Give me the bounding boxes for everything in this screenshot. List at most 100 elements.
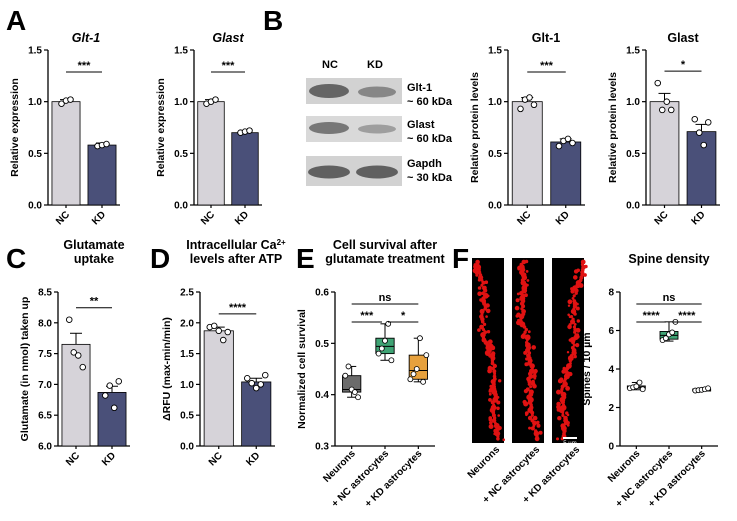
x-tick-label: + KD astrocytes — [646, 448, 708, 510]
data-point — [659, 106, 666, 114]
y-tick-label: 1.5 — [626, 46, 640, 57]
y-tick-label: 0.5 — [174, 149, 188, 160]
data-point — [420, 378, 427, 385]
chart-title: Glt-1 — [72, 31, 101, 45]
x-tick-label: NC — [653, 209, 671, 227]
data-point — [79, 363, 86, 371]
spine — [525, 357, 529, 361]
y-tick-label: 0.3 — [315, 442, 329, 453]
data-point — [526, 94, 533, 101]
spine — [571, 340, 575, 345]
spine — [567, 324, 572, 330]
blot-lane-kd: KD — [367, 59, 383, 71]
spine — [523, 389, 529, 394]
x-tick-label: + NC astrocytes — [614, 448, 676, 510]
bar-nc — [61, 343, 91, 447]
spine — [488, 390, 492, 393]
comparison-label: **** — [678, 310, 696, 322]
data-point — [662, 335, 669, 342]
comparison-label: ns — [379, 292, 392, 304]
y-tick-label: 6 — [608, 326, 614, 337]
spine — [557, 416, 562, 421]
y-tick-label: 0.5 — [315, 339, 329, 350]
y-axis-label: Normalized cell survival — [296, 309, 308, 429]
spine — [573, 354, 577, 359]
spine — [524, 259, 529, 264]
spine — [566, 351, 570, 354]
dendrite-images: 5 µm Neurons + NC astrocytes + KD astroc… — [466, 258, 588, 506]
spine — [573, 323, 577, 326]
spine — [493, 372, 497, 376]
data-point — [668, 106, 675, 114]
blot-size-glt1: ~ 60 kDa — [407, 96, 453, 108]
spine — [488, 398, 492, 402]
y-tick-label: 0.5 — [28, 149, 42, 160]
spine — [485, 315, 488, 318]
spine — [532, 415, 538, 421]
scale-bar — [563, 437, 577, 439]
y-tick-label: 1.5 — [180, 349, 194, 360]
spine — [573, 269, 579, 274]
data-point — [382, 337, 388, 344]
spine — [572, 294, 576, 298]
y-axis-label: Spines / 10 µm — [581, 332, 593, 405]
y-tick-label: 0.0 — [626, 201, 640, 212]
y-tick-label: 1.0 — [180, 380, 194, 391]
spine — [572, 343, 576, 347]
y-tick-label: 7.5 — [38, 349, 52, 360]
spine — [533, 376, 537, 380]
spine — [532, 383, 537, 389]
data-point — [215, 327, 222, 335]
spine — [570, 319, 576, 325]
spine — [556, 389, 561, 395]
data-point — [106, 382, 113, 389]
spine — [486, 330, 491, 334]
spine — [583, 273, 587, 277]
data-point — [110, 404, 118, 412]
chart-b1: Glt-1 0.0 0.5 1.0 1.5 Relative protein levels… — [469, 31, 585, 227]
spine — [525, 270, 529, 273]
data-point — [212, 96, 219, 103]
x-tick-label: NC — [199, 209, 217, 227]
spine — [568, 359, 572, 363]
data-point — [633, 383, 640, 390]
spine — [571, 350, 577, 356]
y-axis-label: Relative expression — [9, 78, 21, 177]
scale-bar-label: 5 µm — [563, 441, 576, 447]
spine — [523, 350, 528, 355]
spine — [527, 382, 531, 386]
chart-title: Cell survival after — [333, 238, 437, 252]
panel-letter-d: D — [150, 243, 170, 274]
spine — [502, 438, 506, 442]
spine — [477, 291, 482, 297]
spine — [489, 421, 493, 425]
blot-label-glast: Glast — [407, 119, 435, 131]
blot-label-gapdh: Gapdh — [407, 158, 442, 170]
data-point — [385, 320, 392, 327]
blot-lane-nc: NC — [322, 59, 338, 71]
spine — [477, 328, 481, 332]
spine — [490, 359, 495, 363]
spine — [568, 338, 572, 342]
blot-band-gapdh-kd — [356, 165, 398, 179]
y-tick-label: 8.0 — [38, 318, 52, 329]
spine — [496, 437, 500, 441]
data-point — [636, 379, 643, 386]
spine — [576, 319, 580, 323]
spine — [488, 392, 492, 396]
spine — [492, 369, 497, 374]
spine — [556, 408, 561, 412]
y-tick-label: 0.4 — [315, 390, 329, 401]
spine — [483, 307, 488, 311]
data-point — [224, 328, 231, 336]
y-axis-label: Relative protein levels — [607, 72, 619, 183]
blot-band-glast-nc — [309, 122, 349, 134]
spine — [575, 327, 581, 333]
data-point — [243, 374, 251, 382]
spine — [523, 401, 529, 407]
chart-a2: Glast 0.0 0.5 1.0 1.5 Relative expression NC KD… — [155, 31, 262, 227]
spine — [480, 320, 485, 324]
data-point — [257, 381, 265, 388]
y-tick-label: 1.5 — [28, 46, 42, 57]
